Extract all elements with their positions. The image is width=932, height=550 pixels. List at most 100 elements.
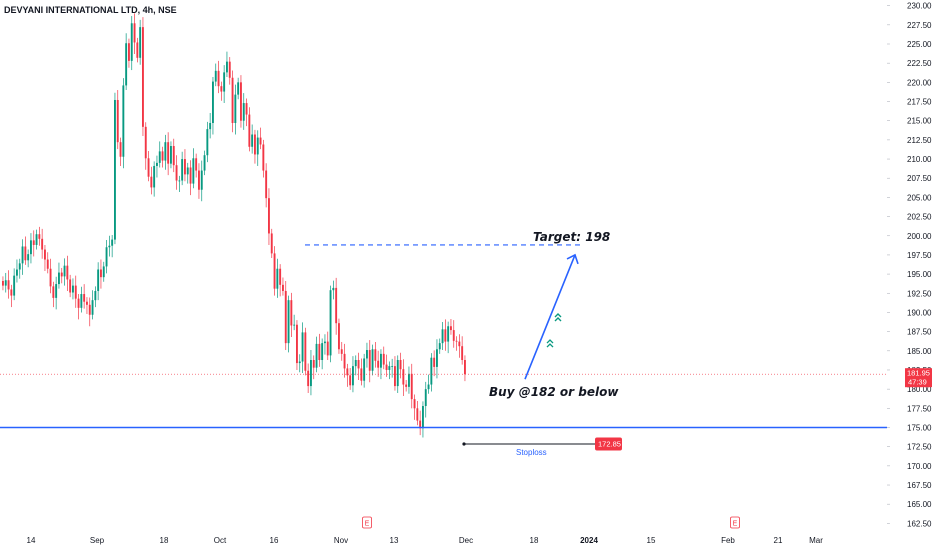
- candle: [214, 70, 217, 82]
- y-tick-label: 190.00: [907, 308, 932, 317]
- y-tick-label: 207.50: [907, 174, 932, 183]
- candle: [422, 406, 424, 429]
- candle: [139, 27, 142, 58]
- time-axis[interactable]: 14 Sep 18 Oct 16 Nov 13 Dec 18 2024 15 Feb 21 Mar: [27, 536, 824, 545]
- candle: [338, 323, 340, 350]
- candle: [321, 343, 324, 361]
- candle: [122, 85, 125, 157]
- candle: [114, 99, 116, 240]
- y-tick-label: 175.00: [907, 424, 932, 433]
- candle: [318, 343, 321, 361]
- candle: [402, 369, 405, 385]
- stoploss-price-text: 172.85: [598, 439, 621, 448]
- candle: [46, 259, 49, 269]
- candle: [354, 360, 357, 367]
- candle: [44, 249, 46, 260]
- y-tick-label: 162.50: [907, 519, 932, 528]
- x-tick-label: 15: [647, 536, 656, 545]
- x-tick-label: Nov: [334, 536, 348, 545]
- candle: [16, 269, 18, 276]
- stoploss-anchor: [462, 442, 466, 446]
- candle: [340, 349, 343, 354]
- chevron-up-icon: [546, 312, 562, 348]
- candle: [385, 364, 388, 370]
- candle: [458, 341, 461, 347]
- candle: [245, 103, 248, 115]
- candle: [374, 349, 377, 361]
- candle: [178, 180, 181, 182]
- candle: [7, 280, 10, 290]
- candle: [130, 23, 133, 61]
- candle: [195, 158, 198, 171]
- earnings-marker[interactable]: [730, 516, 740, 529]
- candle: [55, 284, 58, 298]
- y-tick-label: 187.50: [907, 328, 932, 337]
- candle: [265, 170, 268, 199]
- candle: [172, 146, 175, 166]
- candle: [413, 399, 416, 409]
- candle: [251, 134, 254, 147]
- candle: [248, 114, 251, 147]
- y-tick-label: 170.00: [907, 462, 932, 471]
- candle: [377, 360, 380, 368]
- chevron-stroke: [546, 339, 554, 344]
- candle: [13, 275, 16, 296]
- buy-label: Buy @182 or below: [489, 385, 619, 399]
- candle: [4, 280, 7, 286]
- candle: [346, 368, 349, 376]
- candle: [352, 366, 354, 386]
- candle: [21, 246, 24, 264]
- candle: [184, 159, 186, 175]
- x-tick-label: Feb: [721, 536, 735, 545]
- candle: [142, 27, 144, 127]
- y-tick-label: 197.50: [907, 251, 932, 260]
- candle: [158, 151, 161, 163]
- candle: [296, 324, 298, 364]
- candle: [368, 350, 371, 371]
- candle: [203, 155, 206, 171]
- candle: [63, 265, 66, 277]
- candle: [405, 384, 408, 387]
- candle: [430, 357, 433, 385]
- y-tick-label: 230.00: [907, 2, 932, 11]
- candle: [256, 137, 259, 155]
- chevron-stroke: [546, 343, 554, 348]
- candle: [77, 298, 80, 308]
- candle: [441, 329, 444, 344]
- earnings-marker[interactable]: [362, 516, 372, 529]
- candle: [108, 245, 111, 248]
- y-tick-label: 220.00: [907, 78, 932, 87]
- candle: [30, 240, 32, 255]
- candle: [212, 81, 214, 124]
- candle: [136, 42, 139, 58]
- y-tick-label: 195.00: [907, 270, 932, 279]
- candle: [363, 358, 366, 381]
- candle: [175, 165, 178, 181]
- projection-arrow[interactable]: [524, 254, 576, 380]
- candle: [450, 326, 452, 331]
- candle: [312, 360, 315, 368]
- candle: [153, 165, 156, 188]
- candle: [200, 170, 203, 190]
- y-tick-label: 210.00: [907, 155, 932, 164]
- candle: [284, 290, 287, 344]
- candle: [97, 269, 100, 291]
- candle: [410, 373, 413, 400]
- drawing-layer: Target: 198 Buy @182 or below Stoploss 1…: [0, 230, 887, 457]
- candle: [343, 353, 346, 369]
- x-tick-label: 13: [390, 536, 399, 545]
- candle: [144, 126, 147, 159]
- price-axis[interactable]: 162.50 165.00 167.50 170.00 172.50 175.00 177.…: [887, 2, 932, 529]
- candle: [380, 353, 382, 368]
- bar-countdown-text: 47:39: [908, 378, 927, 387]
- candle: [237, 82, 240, 95]
- candle: [396, 360, 399, 387]
- candle: [128, 43, 130, 61]
- y-tick-label: 165.00: [907, 500, 932, 509]
- x-tick-label: Dec: [459, 536, 473, 545]
- y-tick-label: 200.00: [907, 232, 932, 241]
- candle: [433, 357, 436, 367]
- candle: [2, 281, 4, 286]
